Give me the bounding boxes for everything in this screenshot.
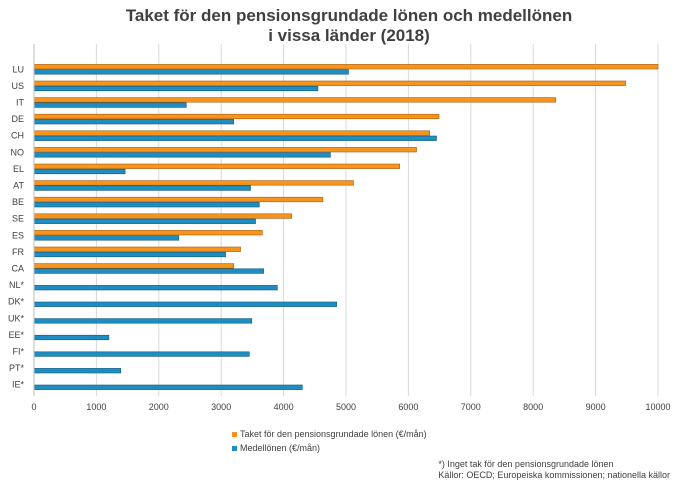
bar-cap [33, 263, 234, 269]
legend-swatch-average [232, 445, 237, 451]
y-tick-label: AT [13, 181, 24, 191]
chart-title-line1: Taket för den pensionsgrundade lönen och… [125, 6, 573, 25]
y-tick-label: US [11, 81, 24, 91]
footnote-note: *) Inget tak för den pensionsgrundade lö… [438, 459, 614, 469]
bar-average [33, 168, 126, 175]
bar-average [33, 285, 278, 291]
bar-average [33, 85, 319, 92]
bar-cap [33, 130, 430, 136]
y-tick-label: FI* [12, 347, 24, 357]
x-tick-label: 10000 [645, 402, 670, 412]
x-tick-label: 3000 [211, 402, 231, 412]
footnote-sources: Källor: OECD; Europeiska kommissionen; n… [438, 470, 670, 480]
bar-cap [33, 213, 293, 219]
bar-average [33, 69, 349, 75]
bar-average [33, 202, 260, 208]
x-tick-label: 0 [31, 402, 36, 412]
x-tick-label: 8000 [523, 402, 543, 412]
bar-average [33, 235, 180, 241]
y-tick-label: NL* [9, 280, 25, 290]
bar-average [33, 334, 110, 341]
bar-average [33, 218, 256, 224]
bar-average [33, 384, 303, 390]
bar-average [33, 318, 253, 324]
y-tick-label: DE [11, 114, 24, 124]
bar-average [33, 185, 251, 191]
chart-title: Taket för den pensionsgrundade lönen och… [0, 6, 698, 46]
legend-swatch-cap [232, 431, 237, 437]
bar-chart: 0 1000 2000 3000 4000 5000 6000 7000 8000 9000 100… [8, 44, 671, 412]
bar-average [33, 268, 264, 274]
y-tick-label: ES [12, 230, 24, 240]
bar-cap [33, 180, 354, 186]
y-tick-label: SE [12, 214, 24, 224]
y-tick-label: CH [11, 131, 24, 141]
bar-cap [33, 64, 659, 70]
x-tick-label: 1000 [86, 402, 106, 412]
legend-label-average: Medellönen (€/mån) [240, 443, 321, 453]
bar-average [33, 301, 337, 307]
x-tick-label: 7000 [461, 402, 481, 412]
y-tick-label: UK* [8, 313, 25, 323]
chart-footnote: *) Inget tak för den pensionsgrundade lö… [438, 459, 670, 481]
y-tick-label: EL [13, 164, 24, 174]
x-tick-label: 9000 [586, 402, 606, 412]
x-tick-label: 6000 [398, 402, 418, 412]
legend-item-average: Medellönen (€/mån) [232, 441, 427, 455]
bar-average [33, 135, 437, 141]
bar-cap [33, 230, 263, 236]
x-tick-label: 2000 [149, 402, 169, 412]
x-tick-label: 5000 [336, 402, 356, 412]
chart-title-line2: i vissa länder (2018) [268, 26, 430, 45]
bar-average [33, 351, 250, 357]
y-tick-label: IE* [12, 380, 25, 390]
bar-cap [33, 246, 241, 252]
y-tick-label: FR [12, 247, 24, 257]
y-tick-label: DK* [8, 297, 25, 307]
y-tick-label: EE* [8, 330, 24, 340]
bar-average [33, 102, 187, 108]
bar-average [33, 152, 331, 158]
bar-cap [33, 196, 324, 203]
bar-cap [33, 97, 556, 103]
y-tick-label: NO [11, 147, 25, 157]
y-tick-label: PT* [9, 363, 25, 373]
bar-cap [33, 147, 417, 153]
y-tick-label: BE [12, 197, 24, 207]
bar-cap [33, 163, 400, 169]
bar-cap [33, 113, 440, 120]
y-tick-label: CA [11, 264, 24, 274]
bar-average [33, 368, 122, 374]
legend-label-cap: Taket för den pensionsgrundade lönen (€/… [240, 429, 427, 439]
bar-average [33, 119, 234, 125]
y-tick-label: LU [12, 64, 24, 74]
x-tick-label: 4000 [274, 402, 294, 412]
bar-cap [33, 80, 626, 86]
legend-item-cap: Taket för den pensionsgrundade lönen (€/… [232, 427, 427, 441]
bar-average [33, 251, 226, 258]
y-tick-label: IT [16, 98, 25, 108]
chart-legend: Taket för den pensionsgrundade lönen (€/… [232, 427, 427, 455]
